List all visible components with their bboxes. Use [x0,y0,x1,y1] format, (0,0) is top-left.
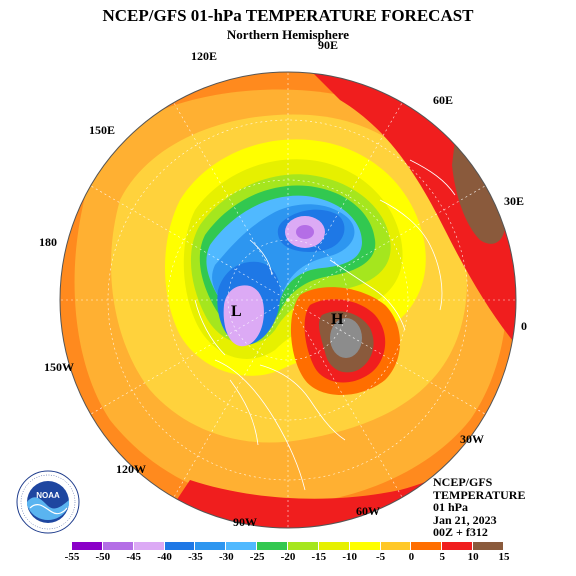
map-subtitle: Northern Hemisphere [226,27,350,42]
colorbar-tick-label: 10 [467,551,479,563]
colorbar-tick-label: 0 [408,551,415,563]
low-marker: L [231,303,242,320]
colorbar-swatch [473,542,505,550]
high-marker: H [331,311,344,328]
colorbar-tick-label: -30 [218,551,234,563]
field-violet-pole [296,225,314,239]
lon-label-90w: 90W [233,515,257,529]
info-line-model: NCEP/GFS [433,475,493,489]
lon-label-90e: 90E [318,38,339,52]
lon-label-30e: 30E [504,194,525,208]
colorbar-tick-label: -25 [249,551,265,563]
lon-label-30w: 30W [460,432,484,446]
graticule [60,72,516,528]
coastlines [194,159,456,491]
colorbar-labels: -55 -50 -45 -40 -35 -30 -25 -20 -15 -10 -5 0 5 10 15 [65,551,510,565]
colorbar-tick-label: -40 [157,551,172,563]
field-brown-ne [452,140,506,244]
colorbar-swatch [257,542,289,550]
colorbar-tick-label: -35 [188,551,203,563]
lon-label-120e: 120E [191,49,218,63]
field-gray-high [330,318,362,358]
colorbar-swatch [164,542,196,550]
lon-label-0: 0 [521,319,527,333]
colorbar-swatch [133,542,165,550]
info-line-level: 01 hPa [433,500,469,514]
colorbar-tick-label: 15 [498,551,510,563]
colorbar-tick-label: -50 [95,551,111,563]
colorbar-swatch [195,542,227,550]
map-title: NCEP/GFS 01-hPa TEMPERATURE FORECAST [102,6,474,25]
lon-label-150w: 150W [44,360,74,374]
forecast-info: NCEP/GFS TEMPERATURE 01 hPa Jan 21, 2023… [433,476,525,539]
noaa-logo: NOAA [16,470,80,534]
info-line-forecast-hour: 00Z + f312 [433,525,488,539]
noaa-logo-text: NOAA [36,491,60,500]
colorbar-swatch [318,542,350,550]
info-line-variable: TEMPERATURE [433,487,526,502]
info-line-date: Jan 21, 2023 [433,512,497,527]
colorbar-tick-label: -55 [64,551,80,563]
temperature-colorbar [72,542,505,550]
lon-label-180: 180 [39,235,57,249]
colorbar-swatch [288,542,319,550]
colorbar-tick-label: 5 [439,551,446,563]
lon-label-60e: 60E [433,93,454,107]
colorbar-tick-label: -10 [342,551,358,563]
map-border [59,71,517,529]
colorbar-swatch [102,542,134,550]
colorbar-swatch [380,542,412,550]
lon-label-150e: 150E [89,123,116,137]
colorbar-swatch [72,542,103,550]
colorbar-tick-label: -45 [126,551,142,563]
colorbar-tick-label: -5 [375,551,386,563]
colorbar-swatch [226,542,258,550]
colorbar-tick-label: -15 [311,551,327,563]
colorbar-tick-label: -20 [280,551,296,563]
lon-label-60w: 60W [356,504,380,518]
field-lavender-low [223,285,264,347]
colorbar-swatch [411,542,443,550]
colorbar-swatch [442,542,474,550]
lon-label-120w: 120W [116,462,146,476]
colorbar-swatch [349,542,381,550]
